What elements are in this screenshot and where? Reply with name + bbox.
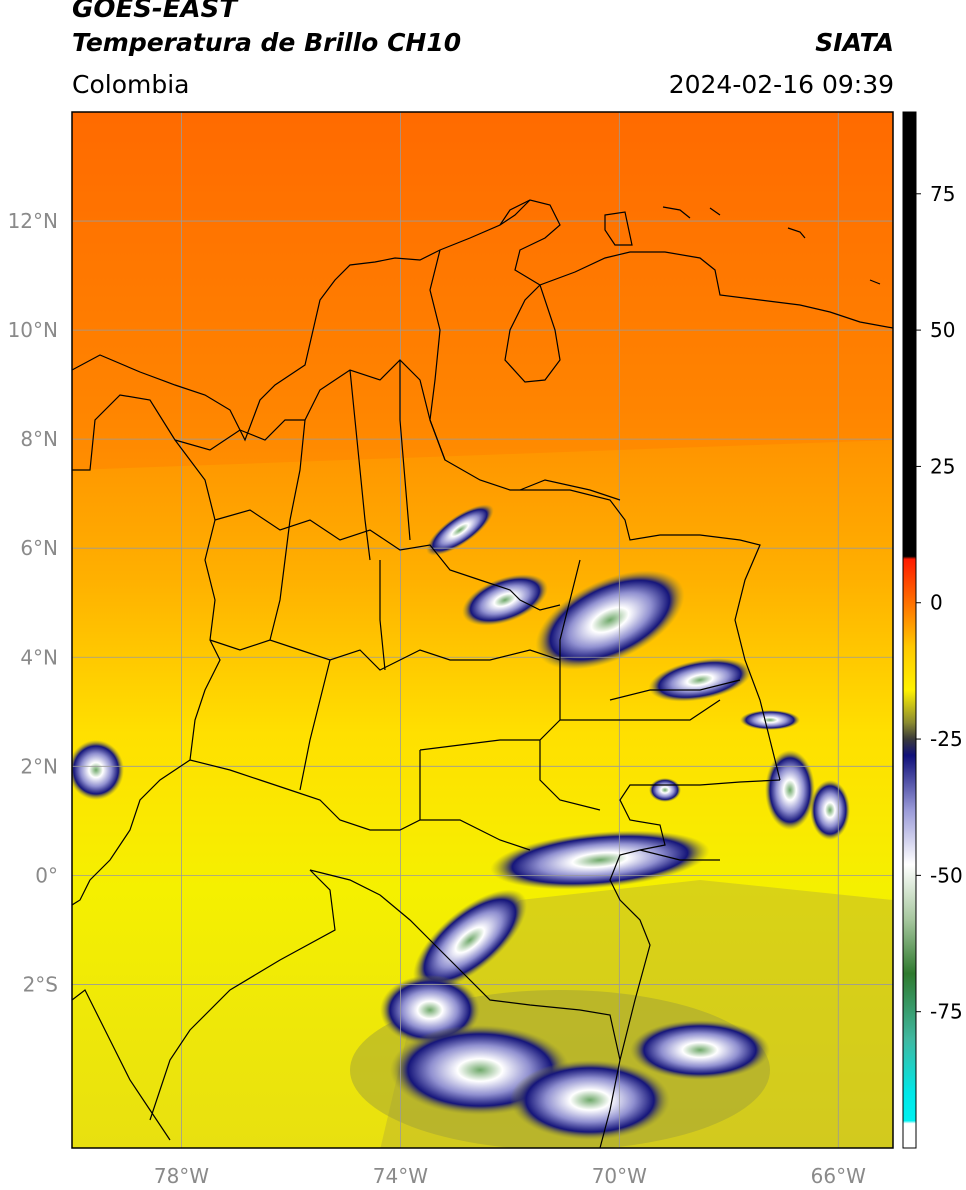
graticule <box>72 112 893 1148</box>
guajira-peninsula <box>499 199 531 226</box>
lat-tick-label: 12°N <box>8 209 58 233</box>
lon-tick-label: 78°W <box>154 1164 209 1188</box>
longitude-ticks: 78°W 74°W 70°W 66°W <box>154 1164 866 1188</box>
ecuador-peru-border <box>149 869 336 1121</box>
department-lines-east <box>419 719 601 820</box>
product-title: Temperatura de Brillo CH10 <box>72 28 462 57</box>
lon-tick-label: 70°W <box>592 1164 647 1188</box>
colorbar-tick-label: -50 <box>930 863 963 887</box>
lon-tick-label: 66°W <box>811 1164 866 1188</box>
colorbar-tick-label: 50 <box>930 318 955 342</box>
colorbar-tick-label: -25 <box>930 727 963 751</box>
pacific-coastline <box>72 394 221 906</box>
lat-tick-label: 2°N <box>20 754 58 778</box>
satellite-title: GOES-EAST <box>72 0 238 24</box>
colorbar-frame <box>902 111 917 1149</box>
ecuador-coast <box>72 989 171 1141</box>
department-lines-north <box>174 359 446 461</box>
paraguana-peninsula <box>604 211 633 246</box>
lat-tick-label: 4°N <box>20 645 58 669</box>
lon-tick-label: 74°W <box>373 1164 428 1188</box>
department-lines-vertical <box>269 360 411 791</box>
colorbar-ramp <box>903 112 916 1148</box>
department-lines-mid <box>209 639 721 721</box>
islands <box>662 206 881 285</box>
cloud-layer <box>72 504 850 1140</box>
colorbar-tick-label: 25 <box>930 454 955 478</box>
colorbar: 75 50 25 0 -25 -50 -75 <box>902 111 963 1149</box>
colombia-peru-border <box>309 869 621 1061</box>
latitude-ticks: 12°N 10°N 8°N 6°N 4°N 2°N 0° 2°S <box>8 209 58 996</box>
region-label: Colombia <box>72 70 190 99</box>
department-lines-central <box>214 509 561 611</box>
lat-tick-label: 10°N <box>8 318 58 342</box>
lat-tick-label: 8°N <box>20 427 58 451</box>
lat-tick-label: 0° <box>35 863 58 887</box>
lat-tick-label: 2°S <box>23 972 58 996</box>
coastlines-borders <box>72 199 893 1148</box>
source-label: SIATA <box>815 28 894 57</box>
caribbean-coastline <box>72 199 893 442</box>
colorbar-tick-label: -75 <box>930 1000 963 1024</box>
colombia-venezuela-border <box>429 249 781 781</box>
lat-tick-label: 6°N <box>20 536 58 560</box>
colorbar-tick-label: 75 <box>930 182 955 206</box>
map-background <box>72 112 893 1148</box>
map-frame <box>71 111 894 1149</box>
venezuela-internal <box>519 479 741 861</box>
datetime-label: 2024-02-16 09:39 <box>668 70 894 99</box>
colorbar-tick-label: 0 <box>930 591 943 615</box>
colorbar-ticks: 75 50 25 0 -25 -50 -75 <box>916 182 963 1024</box>
department-lines-south <box>189 759 531 851</box>
